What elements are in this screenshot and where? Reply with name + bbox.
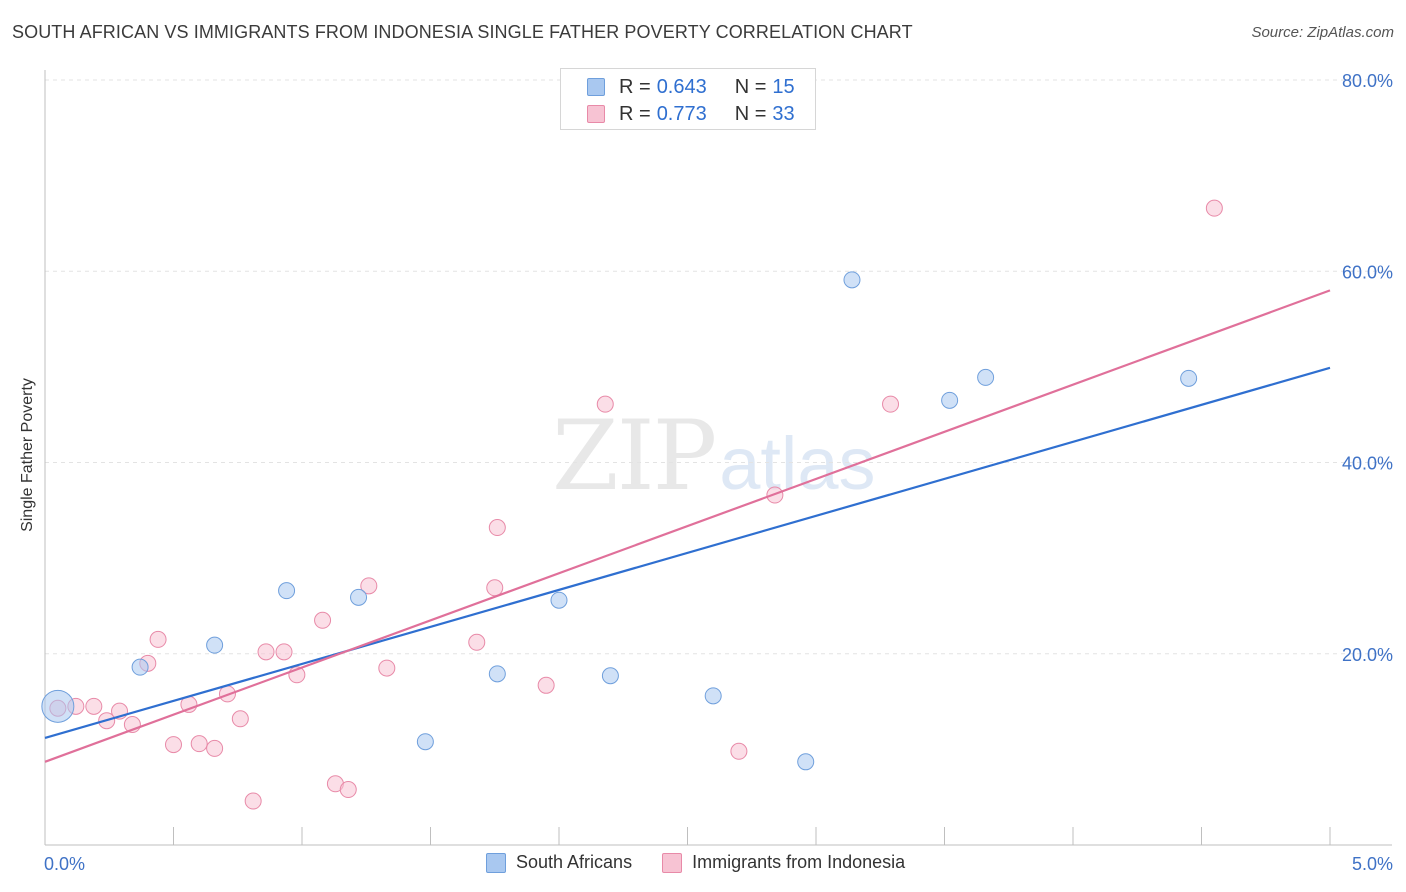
south-africans-point [206,636,224,654]
legend-r-label: R = [619,102,651,125]
legend-r-value: 0.773 [656,102,707,125]
legend-row-south-africans: R = 0.643 N = 15 [587,76,795,98]
south-africans-point [278,582,296,600]
y-tick-label: 20.0% [1342,645,1393,665]
legend-row-indonesia: R = 0.773 N = 33 [587,103,795,125]
legend-n-label: N = [734,102,767,125]
y-tick-label: 40.0% [1342,454,1393,474]
south-africans-point [550,591,568,609]
indonesia-point [537,676,555,694]
legend-r-value: 0.643 [656,75,707,98]
south-africans-point [488,665,506,683]
legend-label-south-africans: South Africans [516,852,633,872]
correlation-legend: R = 0.643 N = 15 R = 0.773 N = 33 [560,68,816,130]
y-axis-label: Single Father Poverty [19,378,36,532]
indonesia-point [468,633,486,651]
indonesia-point [149,630,167,648]
indonesia-point [596,395,614,413]
legend-label-indonesia: Immigrants from Indonesia [692,852,906,872]
indonesia-point [314,611,332,629]
south-africans-point [704,687,722,705]
y-tick-label: 60.0% [1342,262,1393,282]
south-africans-point [977,368,995,386]
legend-n-value: 15 [772,75,795,98]
indonesia-point [165,736,182,754]
indonesia-point [206,739,224,757]
legend-swatch-south-africans [587,78,605,96]
y-tick-label: 80.0% [1342,71,1393,91]
legend-n-value: 33 [772,102,795,125]
indonesia-point [275,643,293,661]
south-africans-trendline [44,366,1331,739]
south-africans-point [350,588,368,606]
indonesia-point [1205,199,1223,217]
legend-item-indonesia[interactable]: Immigrants from Indonesia [662,852,905,873]
indonesia-point [257,643,275,661]
south-africans-point [601,667,619,685]
series-legend: South Africans Immigrants from Indonesia [486,852,935,873]
x-tick-label: 0.0% [44,854,85,874]
watermark: ZIP atlas [552,400,876,512]
south-africans-point [41,689,75,723]
indonesia-point [730,742,748,760]
legend-item-south-africans[interactable]: South Africans [486,852,632,873]
legend-n-label: N = [734,75,767,98]
legend-r-label: R = [619,75,651,98]
indonesia-point [231,710,249,728]
watermark-atlas: atlas [719,422,876,505]
indonesia-point [882,395,900,413]
legend-swatch-indonesia [587,105,605,123]
south-africans-point [797,753,815,771]
south-africans-point [1180,369,1198,387]
legend-swatch-south-africans [486,852,506,873]
indonesia-point [488,519,506,537]
legend-swatch-indonesia [662,852,683,873]
indonesia-point [244,792,262,810]
indonesia-point [360,577,378,595]
indonesia-point [190,735,208,753]
south-africans-point [416,733,434,751]
indonesia-point [85,697,103,715]
indonesia-point [378,659,396,677]
south-africans-point [941,391,959,409]
x-tick-label: 5.0% [1352,854,1393,874]
south-africans-point [131,658,149,676]
indonesia-point [486,579,504,597]
indonesia-point [339,781,357,799]
south-africans-point [843,271,861,289]
indonesia-trendline [44,289,1331,763]
source-label: Source: ZipAtlas.com [1251,24,1394,41]
chart-title: SOUTH AFRICAN VS IMMIGRANTS FROM INDONES… [12,22,913,42]
watermark-zip: ZIP [552,400,717,512]
